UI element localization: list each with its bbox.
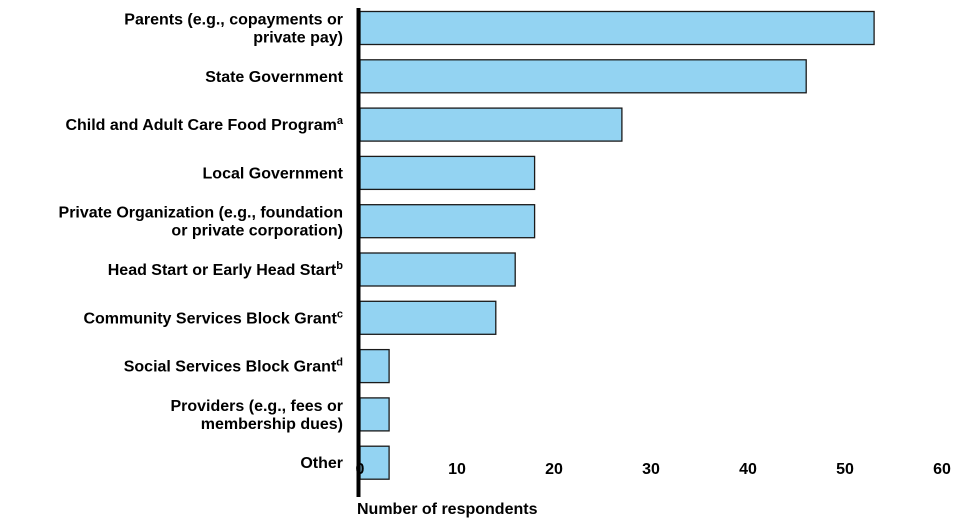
- category-label-6: Head Start or Early Head Startb: [108, 260, 344, 279]
- category-label-7: Community Services Block Grantc: [83, 308, 343, 327]
- category-label-9: Providers (e.g., fees or membership dues): [170, 398, 343, 433]
- bar-1: [359, 10, 875, 46]
- category-label-4: Local Government: [203, 165, 344, 182]
- x-tick-label-20: 20: [545, 461, 563, 478]
- x-tick-label-30: 30: [642, 461, 660, 478]
- bar-3: [359, 107, 623, 142]
- bar-7: [359, 300, 497, 335]
- bar-2: [359, 59, 807, 94]
- bar-6: [359, 252, 516, 287]
- x-tick-label-0: 0: [356, 461, 365, 478]
- category-label-3: Child and Adult Care Food Programa: [65, 115, 343, 134]
- x-tick-label-50: 50: [836, 461, 854, 478]
- x-tick-label-10: 10: [448, 461, 466, 478]
- bar-5: [359, 204, 536, 239]
- bar-8: [359, 348, 390, 384]
- bar-9: [359, 397, 390, 432]
- category-label-10: Other: [300, 455, 343, 472]
- category-label-8: Social Services Block Grantd: [124, 357, 343, 376]
- category-label-1: Parents (e.g., copayments or private pay): [124, 12, 343, 47]
- x-tick-label-40: 40: [739, 461, 757, 478]
- x-tick-labels: 0 10 20 30 40 50 60: [356, 461, 951, 478]
- x-tick-label-60: 60: [933, 461, 951, 478]
- category-label-2: State Government: [205, 69, 343, 86]
- bars-group: [359, 10, 875, 480]
- bar-4: [359, 155, 536, 191]
- category-label-5: Private Organization (e.g., foundation or…: [59, 205, 343, 240]
- category-labels: Parents (e.g., copayments or private pay)…: [59, 12, 344, 473]
- x-axis-title: Number of respondents: [357, 501, 538, 518]
